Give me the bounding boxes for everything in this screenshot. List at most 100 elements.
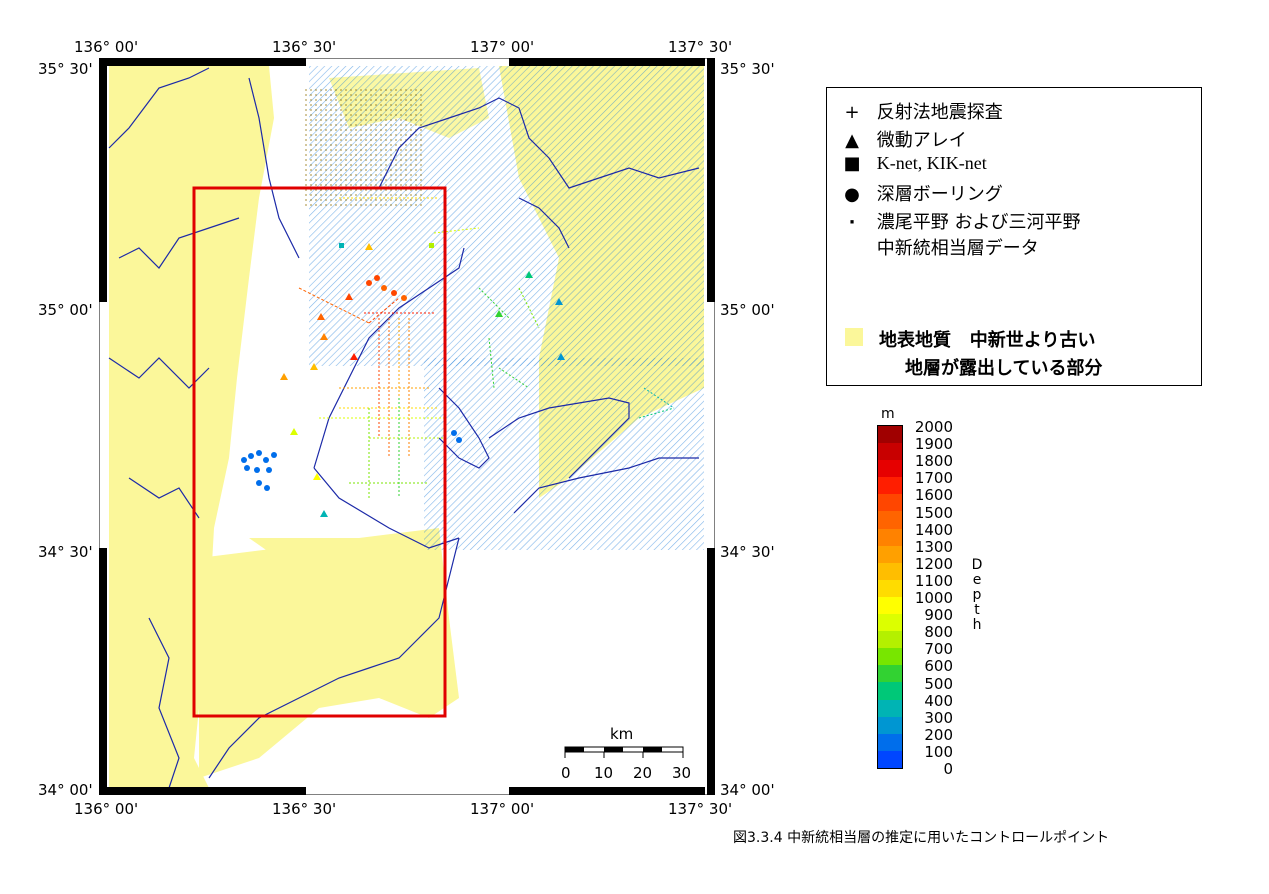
colorbar-segment [878, 614, 902, 632]
colorbar-segment [878, 733, 902, 751]
colorbar-tick-label: 1200 [914, 554, 953, 573]
colorbar-tick-label: 2000 [914, 418, 953, 436]
lat-label-right-1: 35° 30' [720, 60, 775, 78]
colorbar-tick-label: 100 [924, 742, 953, 761]
control-points [241, 197, 675, 517]
colorbar-tick-label: 200 [924, 725, 953, 744]
scale-bar-tick-20: 20 [633, 764, 653, 782]
colorbar-tick-label: 700 [924, 640, 953, 659]
legend-panel: + 反射法地震探査 ▲ 微動アレイ ■ K-net, KIK-net ● 深層ボ… [826, 87, 1202, 386]
lon-label-bottom-1: 136° 00' [74, 800, 139, 818]
colorbar-tick-label: 1900 [914, 435, 953, 454]
colorbar-title-letter: e [972, 572, 982, 588]
colorbar-segment [878, 443, 902, 461]
colorbar-tick-label: 1100 [914, 571, 953, 590]
legend-item-reflection: + 反射法地震探査 [839, 98, 1003, 124]
geology-label-line1: 地表地質 中新世より古い [879, 330, 1096, 351]
lat-label-left-3: 34° 30' [38, 543, 93, 561]
hatched-region-south [424, 358, 704, 550]
colorbar-tick-label: 1500 [914, 503, 953, 522]
colorbar-segment [878, 426, 902, 444]
colorbar-segment [878, 682, 902, 700]
colorbar-segment [878, 596, 902, 615]
reflection-survey-lines [298, 197, 675, 498]
dotted-region [304, 88, 424, 208]
square-icon: ■ [843, 153, 861, 174]
colorbar-segment [878, 511, 902, 529]
lat-label-left-2: 35° 00' [38, 301, 93, 319]
dot-icon: · [848, 212, 856, 233]
scale-bar-tick-10: 10 [594, 764, 614, 782]
lon-label-bottom-4: 137° 30' [668, 800, 733, 818]
legend-label-plain-data: 濃尾平野 および三河平野 [876, 212, 1081, 233]
colorbar-tick-label: 1300 [914, 537, 953, 556]
colorbar-title-letter: t [974, 602, 980, 618]
colorbar-segment [878, 460, 902, 478]
colorbar-segment [878, 631, 902, 649]
coastlines [108, 67, 700, 789]
colorbar-segment [878, 716, 902, 734]
scale-bar-unit: km [610, 725, 634, 743]
scale-bar [564, 746, 684, 758]
study-area-outline [192, 186, 447, 718]
scale-bar-tick-30: 30 [672, 764, 692, 782]
colorbar-tick-labels: 2000 1900 1800 1700 1600 1500 1400 1300 1200 1100… [905, 418, 953, 778]
colorbar-tick-label: 600 [924, 657, 953, 676]
colorbar-segment [878, 750, 902, 768]
colorbar [877, 425, 903, 769]
colorbar-segment [878, 699, 902, 717]
colorbar-title-letter: p [972, 587, 982, 603]
microtremor-points [280, 243, 565, 517]
legend-item-boring: ● 深層ボーリング [839, 180, 1003, 206]
geology-swatch [845, 328, 863, 346]
geology-label-line2: 地層が露出している部分 [905, 358, 1103, 379]
legend-item-knet: ■ K-net, KIK-net [839, 153, 987, 174]
lat-label-left-1: 35° 30' [38, 60, 93, 78]
triangle-icon: ▲ [845, 130, 859, 151]
lat-label-right-2: 35° 00' [720, 301, 775, 319]
legend-item-plain-data-line2: 中新統相当層データ [839, 234, 1039, 260]
colorbar-segment [878, 665, 902, 683]
cross-icon: + [844, 102, 860, 123]
colorbar-tick-label: 1800 [914, 452, 953, 471]
colorbar-tick-label: 1400 [914, 520, 953, 539]
colorbar-tick-label: 1700 [914, 469, 953, 488]
deep-boring-points [241, 275, 462, 491]
colorbar-tick-label: 1600 [914, 486, 953, 505]
legend-label-plain-data-line2: 中新統相当層データ [876, 238, 1039, 259]
legend-item-plain-data: · 濃尾平野 および三河平野 [839, 208, 1081, 234]
lon-label-top-2: 136° 30' [272, 38, 337, 56]
colorbar-segment [878, 545, 902, 563]
lat-label-left-4: 34° 00' [38, 781, 93, 799]
figure-caption: 図3.3.4 中新統相当層の推定に用いたコントロールポイント [733, 830, 1110, 846]
map-figure [99, 58, 715, 795]
lon-label-top-1: 136° 00' [74, 38, 139, 56]
colorbar-segment [878, 648, 902, 666]
colorbar-tick-label: 1000 [914, 589, 953, 607]
colorbar-segment [878, 494, 902, 512]
colorbar-tick-label: 0 [943, 760, 953, 778]
colorbar-gradient [878, 426, 902, 768]
colorbar-tick-label: 900 [924, 606, 953, 625]
colorbar-title-letter: D [971, 557, 983, 573]
legend-label-knet: K-net, KIK-net [876, 153, 987, 173]
lat-label-right-4: 34° 00' [720, 781, 775, 799]
legend-item-microtremor: ▲ 微動アレイ [839, 126, 967, 152]
colorbar-tick-label: 300 [924, 708, 953, 727]
colorbar-segment [878, 528, 902, 546]
colorbar-segment [878, 477, 902, 495]
lon-label-bottom-3: 137° 00' [470, 800, 535, 818]
legend-label-microtremor: 微動アレイ [876, 130, 967, 151]
colorbar-tick-label: 500 [924, 674, 953, 693]
knet-points [339, 243, 434, 248]
legend-label-reflection: 反射法地震探査 [876, 102, 1003, 123]
colorbar-tick-label: 800 [924, 623, 953, 642]
colorbar-segment [878, 562, 902, 580]
circle-icon: ● [844, 184, 860, 205]
lat-label-right-3: 34° 30' [720, 543, 775, 561]
colorbar-tick-label: 400 [924, 691, 953, 710]
colorbar-unit: m [881, 406, 895, 422]
map-frame-border [99, 58, 715, 795]
legend-label-boring: 深層ボーリング [876, 184, 1003, 205]
